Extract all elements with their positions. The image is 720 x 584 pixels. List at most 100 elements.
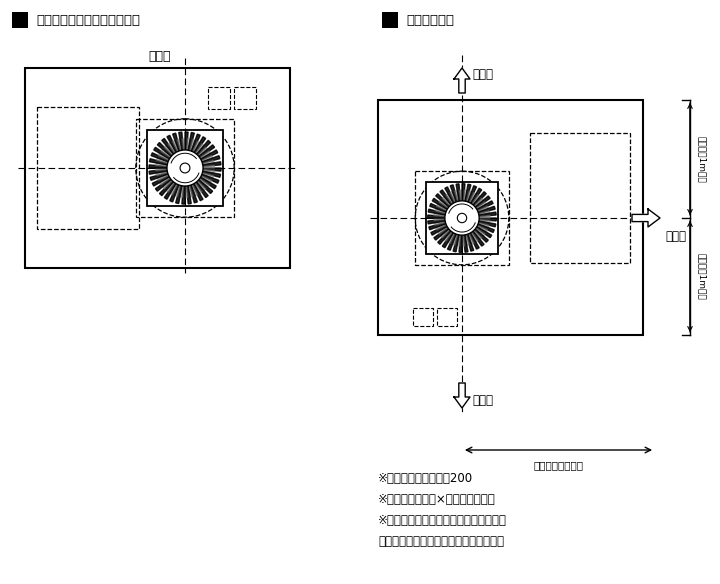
Polygon shape [450,185,457,202]
Text: 壁面から1m以上: 壁面から1m以上 [698,253,706,300]
Polygon shape [186,186,192,204]
Polygon shape [202,156,220,164]
Polygon shape [428,209,446,215]
Polygon shape [438,230,451,244]
Polygon shape [199,178,210,187]
Bar [382,12,398,28]
Polygon shape [442,232,454,248]
Polygon shape [479,215,490,218]
Polygon shape [464,190,467,201]
Polygon shape [469,233,480,249]
Polygon shape [188,133,194,151]
Text: 厚さ９～１２ｍｍの天井材への取付可: 厚さ９～１２ｍｍの天井材への取付可 [378,535,504,548]
Polygon shape [161,149,171,158]
Polygon shape [434,228,449,240]
Polygon shape [176,186,182,204]
Polygon shape [454,383,470,408]
Polygon shape [431,225,447,235]
Polygon shape [198,147,207,157]
Polygon shape [167,135,177,152]
Bar [413,308,433,326]
Polygon shape [428,220,445,224]
Polygon shape [202,161,214,165]
Polygon shape [160,181,174,196]
Polygon shape [202,173,214,178]
Polygon shape [182,138,185,150]
Polygon shape [177,139,182,151]
Text: 吹出し: 吹出し [472,68,493,82]
Polygon shape [192,134,200,152]
Polygon shape [201,150,217,161]
Polygon shape [170,183,177,194]
Circle shape [180,163,190,173]
Polygon shape [203,169,215,173]
Bar [148,130,222,206]
Polygon shape [194,137,206,153]
Polygon shape [432,199,448,210]
Polygon shape [479,218,496,221]
Polygon shape [150,173,168,180]
Polygon shape [479,221,496,227]
Polygon shape [154,147,170,159]
Polygon shape [471,232,478,242]
Polygon shape [434,218,445,220]
Polygon shape [193,141,199,152]
Polygon shape [203,168,221,171]
Polygon shape [203,162,221,166]
Text: 吹出し: 吹出し [472,394,493,406]
Circle shape [167,150,203,186]
Polygon shape [203,165,215,168]
Polygon shape [445,187,455,203]
Bar [25,68,290,268]
Polygon shape [186,138,190,150]
Polygon shape [180,186,184,197]
Polygon shape [151,153,168,162]
Bar [37,107,139,229]
Polygon shape [464,235,468,252]
Polygon shape [434,213,445,217]
Polygon shape [479,211,490,215]
Polygon shape [471,188,482,204]
Polygon shape [156,168,167,171]
Polygon shape [201,176,212,183]
Polygon shape [465,235,469,246]
Polygon shape [156,171,168,176]
Bar [234,87,256,109]
Text: ※天井材クリップ４個（同梱）を用いて: ※天井材クリップ４個（同梱）を用いて [378,514,507,527]
Polygon shape [202,171,220,178]
Polygon shape [197,181,206,190]
Polygon shape [476,227,492,238]
Polygon shape [446,194,454,204]
Polygon shape [448,234,456,251]
Polygon shape [170,185,179,202]
Polygon shape [162,138,175,154]
Polygon shape [199,177,216,189]
Polygon shape [475,196,490,208]
Polygon shape [454,68,470,93]
Polygon shape [477,225,487,232]
Polygon shape [434,221,446,225]
Polygon shape [456,184,461,201]
Bar [378,100,643,335]
Bar [437,308,457,326]
Text: 壁面から1m以上: 壁面から1m以上 [698,135,706,182]
Polygon shape [476,202,486,210]
Polygon shape [475,228,485,236]
Text: 本体設置位置: 本体設置位置 [406,13,454,26]
Polygon shape [444,231,452,241]
Polygon shape [156,158,168,164]
Text: 壁・傾斜天井据付け時の方向: 壁・傾斜天井据付け時の方向 [36,13,140,26]
Polygon shape [435,208,446,214]
Polygon shape [474,229,488,242]
Polygon shape [157,174,168,180]
Polygon shape [477,201,493,211]
Bar [136,119,234,217]
Polygon shape [194,183,202,193]
Bar [530,133,630,263]
Bar [208,87,230,109]
Polygon shape [477,224,494,232]
Bar [12,12,28,28]
Polygon shape [182,186,185,204]
Polygon shape [452,234,457,245]
Circle shape [457,213,467,223]
